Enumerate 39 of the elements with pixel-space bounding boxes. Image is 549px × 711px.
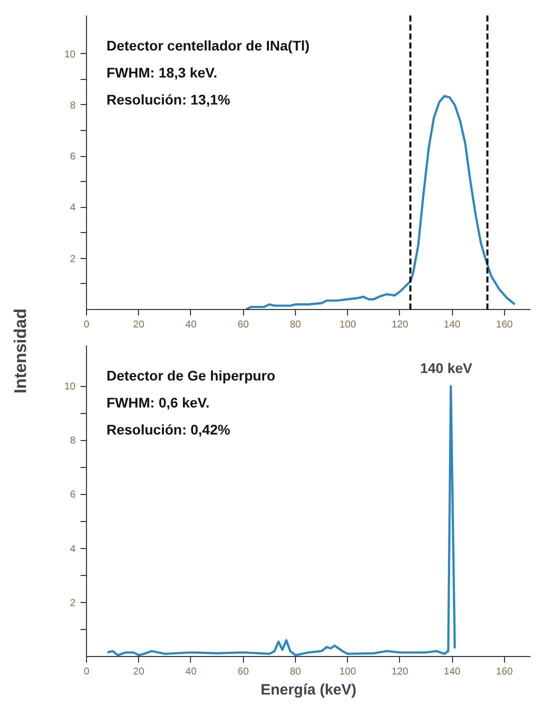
annotation: Detector centellador de INa(Tl) bbox=[106, 38, 310, 54]
x-tick-label: 100 bbox=[339, 320, 356, 330]
annotation: Detector de Ge hiperpuro bbox=[106, 368, 276, 384]
y-tick-label: 10 bbox=[64, 382, 76, 393]
y-tick-label: 6 bbox=[70, 490, 76, 501]
y-tick-label: 2 bbox=[70, 598, 76, 609]
x-tick-label: 0 bbox=[84, 320, 90, 330]
x-tick-label: 80 bbox=[290, 666, 302, 678]
x-tick-label: 160 bbox=[496, 320, 514, 330]
annotation: Resolución: 13,1% bbox=[106, 92, 231, 108]
x-axis-title: Energía (keV) bbox=[260, 682, 356, 698]
x-tick-label: 120 bbox=[392, 666, 409, 678]
annotation: 140 keV bbox=[420, 360, 473, 376]
y-tick-label: 2 bbox=[70, 254, 76, 265]
y-tick-label: 10 bbox=[64, 49, 76, 60]
x-tick-label: 20 bbox=[133, 666, 145, 678]
y-tick-label: 4 bbox=[70, 544, 76, 555]
x-tick-label: 80 bbox=[290, 320, 302, 330]
annotation: Resolución: 0,42% bbox=[106, 422, 231, 438]
x-tick-label: 120 bbox=[392, 320, 409, 330]
line-series bbox=[106, 384, 456, 656]
y-tick-label: 6 bbox=[70, 152, 76, 163]
y-axis-title: Intensidad bbox=[10, 308, 30, 394]
x-tick-label: 140 bbox=[444, 666, 461, 678]
x-tick-label: 60 bbox=[238, 320, 250, 330]
x-tick-label: 40 bbox=[185, 320, 197, 330]
y-tick-label: 4 bbox=[70, 202, 76, 214]
annotation: FWHM: 0,6 keV. bbox=[106, 394, 210, 410]
annotation: FWHM: 18,3 keV. bbox=[106, 64, 218, 80]
line-series bbox=[244, 94, 516, 310]
x-tick-label: 60 bbox=[238, 666, 250, 678]
x-tick-label: 160 bbox=[496, 666, 514, 678]
y-tick-label: 8 bbox=[70, 436, 76, 447]
x-tick-label: 20 bbox=[133, 320, 145, 330]
x-tick-label: 140 bbox=[444, 320, 461, 330]
x-tick-label: 0 bbox=[84, 666, 90, 678]
x-tick-label: 100 bbox=[339, 666, 356, 678]
y-tick-label: 8 bbox=[70, 100, 76, 112]
x-tick-label: 40 bbox=[185, 666, 197, 678]
